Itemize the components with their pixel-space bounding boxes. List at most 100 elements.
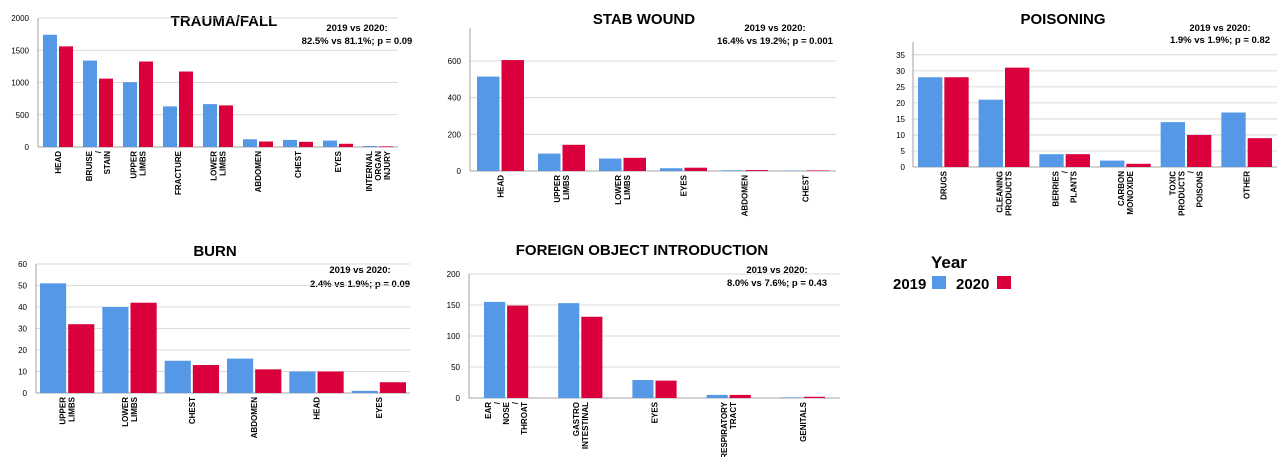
bar-2020-bruise-stain [99,78,113,147]
stat-line-1: 2019 vs 2020: [329,265,390,276]
legend-swatch-2019 [932,276,946,289]
y-tick-label: 600 [448,57,462,66]
bar-2020-upper-limbs [562,144,585,171]
bar-2020-head [501,60,524,172]
x-tick-label: CHEST [294,151,303,178]
y-tick-label: 20 [18,346,27,355]
x-tick-label: LOWERLIMBS [121,396,139,426]
x-tick-label: LOWERLIMBS [614,174,632,204]
bar-2020-ear-nose-throat [507,305,529,398]
legend-label-2020: 2020 [956,276,989,293]
stat-line-2: 8.0% vs 7.6%; p = 0.43 [727,278,827,289]
chart-title: BURN [193,243,236,260]
x-tick-label: HEAD [313,397,322,420]
bar-2019-drugs [918,77,943,167]
bar-2019-eyes [632,380,654,398]
bar-2019-upper-limbs [123,82,137,147]
x-tick-label: EYES [375,396,384,418]
x-tick-label: INTERNALORGANINJURY [365,150,392,191]
y-tick-label: 400 [448,94,462,103]
bar-2019-ear-nose-throat [484,301,506,398]
bar-2019-berries-plants [1039,154,1064,167]
x-tick-label: LOWERLIMBS [210,150,228,180]
y-tick-label: 200 [447,270,461,279]
bar-2019-toxic-products-poisons [1160,122,1185,167]
bar-2019-other [1221,112,1246,167]
bar-2020-genitals [803,396,825,398]
bar-2019-internal-organ-injury [363,146,377,147]
x-tick-label: HEAD [497,175,506,198]
y-tick-label: 50 [18,282,27,291]
bar-2020-gastro-intestinal [581,316,603,398]
y-tick-label: 10 [896,131,905,140]
bar-2019-lower-limbs [599,158,622,171]
bar-2019-eyes [323,140,337,147]
bar-2020-toxic-products-poisons [1187,134,1212,167]
chart-title: STAB WOUND [593,11,695,28]
y-tick-label: 0 [25,143,30,152]
x-tick-label: UPPERLIMBS [59,396,77,424]
y-tick-label: 30 [18,325,27,334]
bar-2020-abdomen [259,141,273,147]
bar-2020-chest [806,170,829,171]
bar-2020-head [317,371,344,393]
chart-stab-wound: STAB WOUND 2019 vs 2020: 16.4% vs 19.2%;… [448,11,836,216]
y-tick-label: 0 [901,163,906,172]
legend-swatch-2020 [997,276,1011,289]
y-tick-label: 1000 [11,79,29,88]
x-tick-label: OTHER [1243,171,1252,199]
bar-2019-abdomen [243,139,257,147]
x-tick-label: ABDOMEN [254,151,263,193]
stat-line-2: 1.9% vs 1.9%; p = 0.82 [1170,35,1270,46]
stat-line-1: 2019 vs 2020: [746,265,807,276]
x-tick-label: GENITALS [799,401,808,442]
x-tick-label: EYES [680,174,689,196]
bar-2019-upper-limbs [538,153,561,171]
x-tick-label: CHEST [188,397,197,424]
bar-2020-lower-limbs [219,105,233,147]
y-tick-label: 1500 [11,46,29,55]
bar-2020-lower-limbs [130,302,157,393]
stat-line-2: 82.5% vs 81.1%; p = 0.09 [302,36,413,47]
bar-2020-upper-limbs [139,61,153,147]
bar-2020-chest [299,141,313,147]
stat-line-2: 16.4% vs 19.2%; p = 0.001 [717,36,834,47]
y-tick-label: 150 [447,301,461,310]
x-tick-label: UPPERLIMBS [130,150,148,178]
bar-2020-lower-limbs [623,157,646,171]
x-tick-label: ABDOMEN [741,175,750,217]
stat-line-1: 2019 vs 2020: [326,23,387,34]
x-tick-label: DRUGS [939,170,948,200]
y-tick-label: 30 [896,67,905,76]
bar-2020-berries-plants [1065,154,1090,167]
bar-2019-gastro-intestinal [558,303,580,398]
bar-2020-eyes [684,167,707,171]
bar-2020-internal-organ-injury [379,146,393,147]
y-tick-label: 10 [18,368,27,377]
x-tick-label: EYES [334,150,343,172]
bar-2019-carbon-monoxide [1100,160,1125,167]
bar-2019-chest [164,360,191,393]
x-tick-label: CHEST [802,175,811,202]
bar-2019-head [477,76,500,171]
bar-2019-lower-limbs [102,307,129,393]
x-tick-label: RESPIRATORYTRACT [720,401,738,457]
y-tick-label: 40 [18,303,27,312]
bar-2020-abdomen [255,369,282,393]
bar-2020-eyes [379,382,406,393]
stat-line-1: 2019 vs 2020: [744,23,805,34]
chart-title: POISONING [1020,11,1105,28]
x-tick-label: HEAD [54,151,63,174]
legend-label-2019: 2019 [893,276,926,293]
stat-line-1: 2019 vs 2020: [1189,23,1250,34]
y-tick-label: 15 [896,115,905,124]
y-tick-label: 500 [16,111,30,120]
x-tick-label: TOXICPRODUCTS/POISONS [1169,170,1205,216]
bar-2019-fracture [163,106,177,147]
x-tick-label: BRUISE/STAIN [85,150,112,181]
bar-2019-lower-limbs [203,104,217,147]
y-tick-label: 60 [18,260,27,269]
x-tick-label: GASTROINTESTINAL [572,402,590,449]
chart-burn: BURN 2019 vs 2020: 2.4% vs 1.9%; p = 0.0… [18,243,410,438]
y-tick-label: 2000 [11,14,29,23]
